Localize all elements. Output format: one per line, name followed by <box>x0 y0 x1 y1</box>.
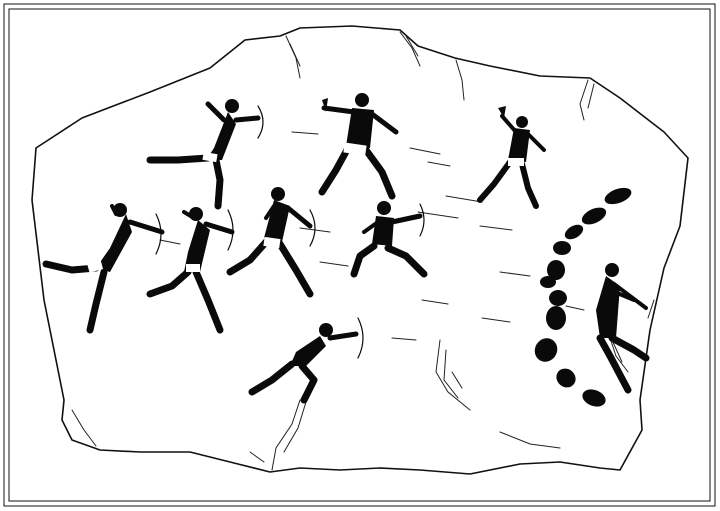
arrow-streaks <box>159 131 585 341</box>
rock-cracks <box>71 31 655 471</box>
archer-running-left <box>42 203 165 334</box>
archer-running-center <box>226 187 316 298</box>
archer-seated-kneeling <box>350 201 428 278</box>
archer-lunging-bottom <box>248 317 364 404</box>
archer-running-left-center <box>146 207 235 334</box>
archer-leaping-top-left <box>146 99 264 210</box>
footprint-arc <box>534 187 632 407</box>
torch-bearer-right <box>477 106 546 209</box>
rock-slab-outline <box>31 25 689 475</box>
torch-bearer-center <box>318 93 399 200</box>
frame <box>3 3 716 507</box>
musician-right <box>596 263 650 394</box>
